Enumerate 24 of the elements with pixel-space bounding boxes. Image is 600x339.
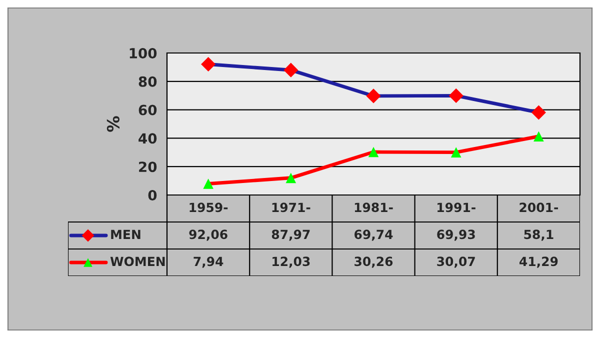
y-tick-label: 60 (138, 104, 157, 116)
data-label: 69,74 (354, 230, 393, 241)
legend-label: MEN (111, 230, 140, 239)
y-tick-label: 100 (130, 48, 157, 58)
data-label: 12,03 (272, 256, 310, 268)
y-tick-label: 80 (138, 76, 157, 87)
data-label: 58,1 (524, 230, 554, 241)
y-axis-title: % (106, 116, 120, 132)
y-tick-label: 0 (148, 190, 157, 200)
data-label: 41,29 (519, 256, 558, 268)
data-label: 87,97 (272, 230, 310, 241)
x-tick-label: 2001- (520, 202, 558, 212)
legend-label: WOMEN (110, 256, 165, 266)
x-tick-label: 1971- (272, 202, 310, 212)
data-label: 7,94 (194, 256, 224, 268)
data-label: 69,93 (437, 230, 475, 241)
data-label: 30,26 (354, 256, 393, 268)
x-tick-label: 1981- (354, 202, 393, 212)
data-label: 30,07 (437, 256, 475, 268)
y-tick-label: 40 (138, 133, 157, 144)
x-tick-label: 1991- (438, 202, 476, 212)
y-tick-label: 20 (139, 162, 157, 172)
x-tick-label: 1959- (190, 202, 228, 212)
data-label: 92,06 (189, 230, 228, 241)
